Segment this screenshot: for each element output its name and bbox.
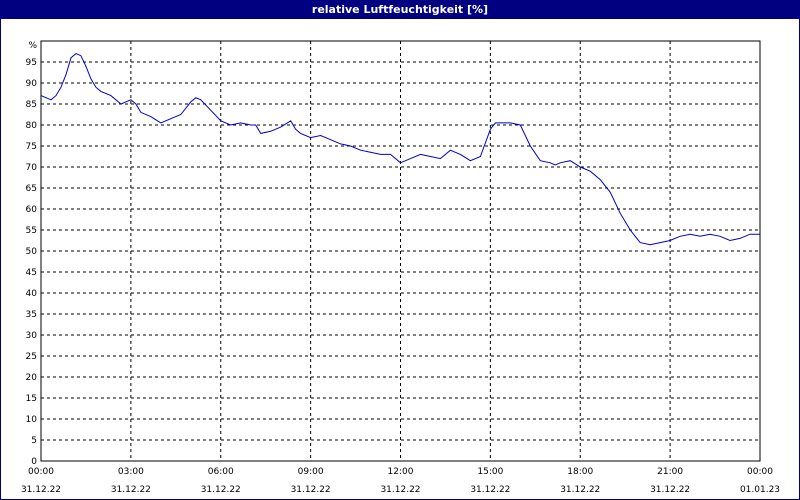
y-tick-label: 75 <box>26 142 37 152</box>
x-tick-time-label: 00:00 <box>28 467 54 477</box>
x-tick-time-label: 15:00 <box>477 467 503 477</box>
x-axis-tick-labels: 00:00 31.12.22 03:00 31.12.22 06:00 31.12.22 0… <box>21 467 780 495</box>
y-unit-label: % <box>28 41 37 51</box>
y-tick-label: 65 <box>26 184 37 194</box>
y-tick-label: 95 <box>26 58 37 68</box>
y-tick-label: 70 <box>26 163 38 173</box>
y-tick-label: 5 <box>31 436 37 446</box>
y-tick-label: 0 <box>31 457 37 467</box>
x-tick-time-label: 03:00 <box>118 467 144 477</box>
y-tick-label: 80 <box>26 121 38 131</box>
x-tick-date-label: 31.12.22 <box>21 485 61 495</box>
x-tick-date-label: 31.12.22 <box>380 485 420 495</box>
x-tick-date-label: 31.12.22 <box>560 485 600 495</box>
y-tick-label: 20 <box>26 373 38 383</box>
y-tick-label: 50 <box>26 247 38 257</box>
plot-area-border <box>40 40 761 462</box>
y-tick-label: 40 <box>26 289 38 299</box>
x-tick-date-label: 31.12.22 <box>650 485 690 495</box>
chart-title: relative Luftfeuchtigkeit [%] <box>1 1 799 19</box>
x-tick-time-label: 06:00 <box>208 467 234 477</box>
y-tick-label: 30 <box>26 331 38 341</box>
x-tick-time-label: 21:00 <box>657 467 683 477</box>
grid-lines <box>41 41 760 461</box>
y-tick-label: 35 <box>26 310 37 320</box>
y-tick-label: 45 <box>26 268 37 278</box>
y-axis-tick-labels: 0 5 10 15 20 25 30 35 40 45 50 55 60 65 70 75 80 85 90 95% <box>26 41 38 467</box>
x-tick-time-label: 18:00 <box>567 467 593 477</box>
y-tick-label: 90 <box>26 79 38 89</box>
series-group <box>40 53 760 246</box>
y-tick-label: 60 <box>26 205 38 215</box>
x-tick-date-label: 01.01.23 <box>740 485 780 495</box>
x-tick-date-label: 31.12.22 <box>470 485 510 495</box>
y-tick-label: 10 <box>26 415 38 425</box>
x-tick-date-label: 31.12.22 <box>291 485 331 495</box>
x-tick-time-label: 12:00 <box>388 467 414 477</box>
y-tick-label: 85 <box>26 100 37 110</box>
humidity-series-line <box>40 53 760 246</box>
y-tick-label: 55 <box>26 226 37 236</box>
x-tick-time-label: 00:00 <box>747 467 773 477</box>
y-tick-label: 25 <box>26 352 37 362</box>
x-tick-date-label: 31.12.22 <box>111 485 151 495</box>
x-tick-time-label: 09:00 <box>298 467 324 477</box>
x-tick-date-label: 31.12.22 <box>201 485 241 495</box>
y-tick-label: 15 <box>26 394 37 404</box>
